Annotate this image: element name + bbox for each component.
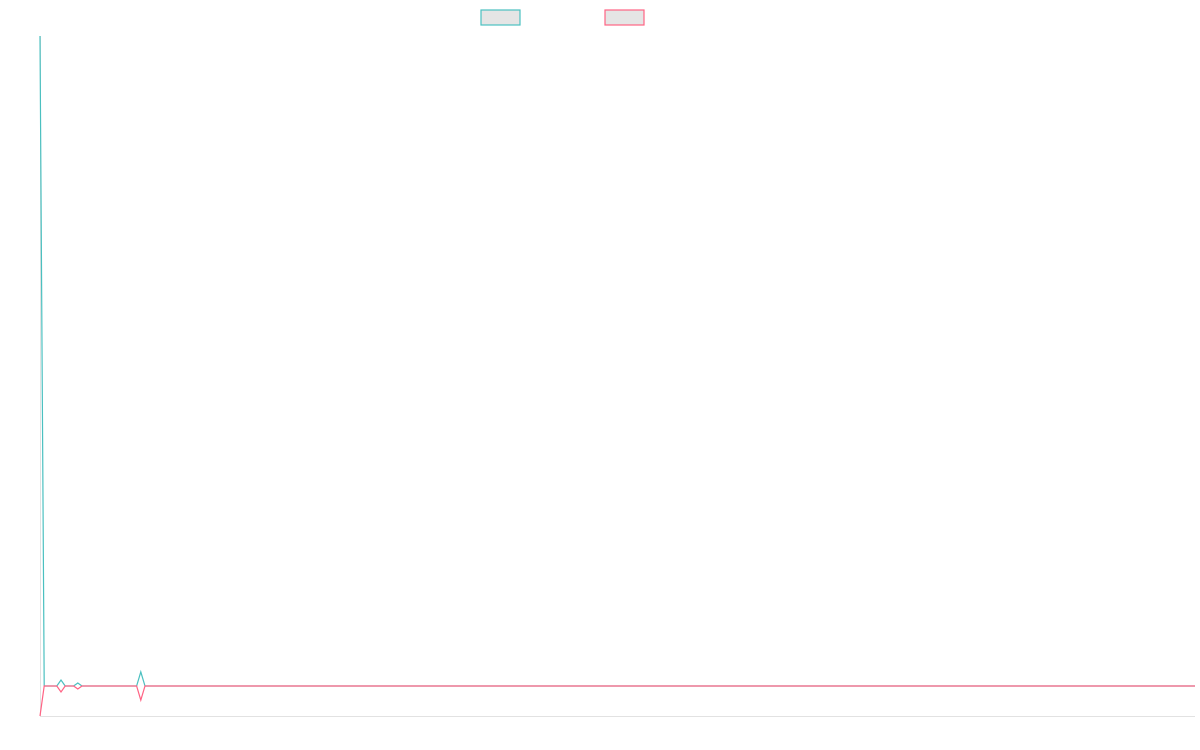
- series-line-1: [39, 35, 1195, 687]
- legend-swatch-2[interactable]: [604, 9, 645, 26]
- legend: [480, 9, 645, 26]
- series-group: [39, 35, 1195, 717]
- series-line-2: [39, 685, 1195, 717]
- legend-swatch-1[interactable]: [480, 9, 521, 26]
